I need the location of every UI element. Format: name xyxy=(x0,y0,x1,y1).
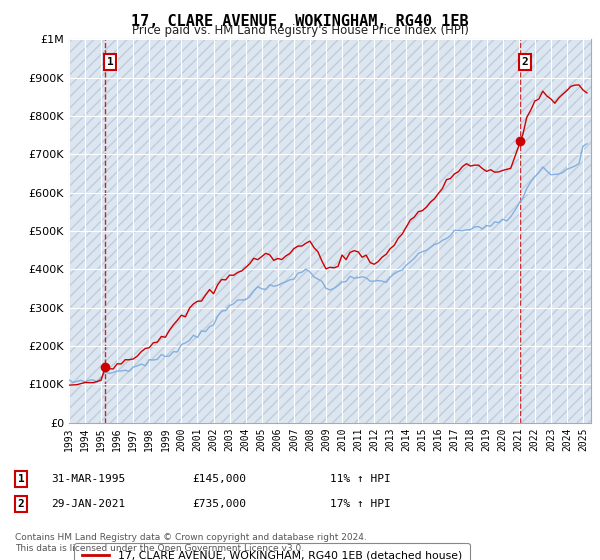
Text: 1: 1 xyxy=(107,57,113,67)
Text: Contains HM Land Registry data © Crown copyright and database right 2024.
This d: Contains HM Land Registry data © Crown c… xyxy=(15,533,367,553)
Legend: 17, CLARE AVENUE, WOKINGHAM, RG40 1EB (detached house), HPI: Average price, deta: 17, CLARE AVENUE, WOKINGHAM, RG40 1EB (d… xyxy=(74,543,470,560)
Text: Price paid vs. HM Land Registry's House Price Index (HPI): Price paid vs. HM Land Registry's House … xyxy=(131,24,469,37)
Text: 2: 2 xyxy=(521,57,528,67)
Text: 31-MAR-1995: 31-MAR-1995 xyxy=(51,474,125,484)
Text: £735,000: £735,000 xyxy=(192,499,246,509)
Text: 11% ↑ HPI: 11% ↑ HPI xyxy=(330,474,391,484)
Text: 29-JAN-2021: 29-JAN-2021 xyxy=(51,499,125,509)
Text: 2: 2 xyxy=(17,499,25,509)
Text: 17, CLARE AVENUE, WOKINGHAM, RG40 1EB: 17, CLARE AVENUE, WOKINGHAM, RG40 1EB xyxy=(131,14,469,29)
Text: 17% ↑ HPI: 17% ↑ HPI xyxy=(330,499,391,509)
Text: £145,000: £145,000 xyxy=(192,474,246,484)
Text: 1: 1 xyxy=(17,474,25,484)
